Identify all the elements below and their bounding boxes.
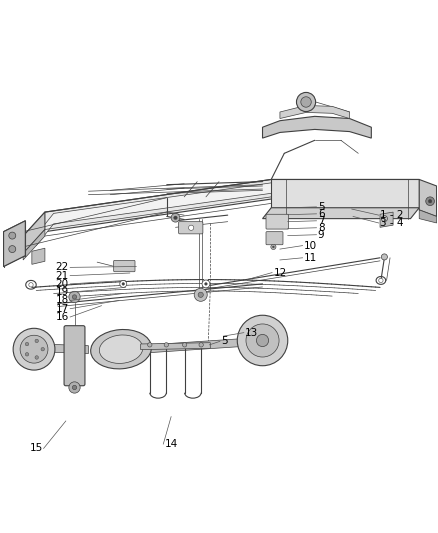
- Circle shape: [297, 92, 316, 111]
- Circle shape: [194, 288, 207, 301]
- Circle shape: [183, 343, 187, 347]
- Circle shape: [72, 385, 77, 390]
- Polygon shape: [23, 212, 45, 254]
- Text: 13: 13: [245, 328, 258, 337]
- Circle shape: [69, 382, 80, 393]
- Polygon shape: [23, 180, 419, 251]
- Text: 20: 20: [56, 279, 69, 289]
- Circle shape: [198, 292, 203, 297]
- Polygon shape: [4, 221, 25, 266]
- Circle shape: [199, 343, 203, 347]
- Circle shape: [72, 295, 77, 299]
- Polygon shape: [419, 210, 437, 223]
- Circle shape: [381, 215, 388, 222]
- Polygon shape: [271, 180, 419, 208]
- Text: 6: 6: [318, 209, 325, 219]
- Ellipse shape: [91, 329, 152, 369]
- Circle shape: [188, 225, 194, 230]
- Text: 7: 7: [318, 216, 325, 226]
- Text: 12: 12: [273, 268, 286, 278]
- Circle shape: [25, 352, 29, 356]
- Circle shape: [428, 199, 432, 203]
- Polygon shape: [380, 212, 393, 228]
- Text: 11: 11: [304, 253, 317, 263]
- Circle shape: [256, 334, 268, 346]
- Text: 14: 14: [165, 439, 178, 449]
- Polygon shape: [36, 182, 406, 246]
- Circle shape: [301, 97, 311, 107]
- Circle shape: [237, 315, 288, 366]
- Circle shape: [381, 254, 388, 260]
- Text: 5: 5: [318, 202, 325, 212]
- Text: 5: 5: [221, 336, 228, 346]
- Text: 15: 15: [29, 443, 43, 454]
- Polygon shape: [23, 230, 45, 260]
- Circle shape: [35, 356, 39, 359]
- Circle shape: [202, 280, 210, 288]
- Ellipse shape: [99, 335, 143, 364]
- Polygon shape: [280, 106, 350, 118]
- Circle shape: [164, 343, 169, 347]
- Circle shape: [272, 246, 274, 248]
- FancyBboxPatch shape: [179, 222, 203, 234]
- Circle shape: [35, 339, 39, 343]
- Circle shape: [148, 343, 152, 347]
- Circle shape: [9, 232, 16, 239]
- Text: 8: 8: [318, 223, 325, 233]
- Polygon shape: [141, 343, 210, 350]
- Circle shape: [25, 342, 29, 346]
- FancyBboxPatch shape: [114, 261, 135, 272]
- Circle shape: [29, 282, 33, 287]
- Text: 19: 19: [56, 287, 69, 297]
- Polygon shape: [41, 344, 88, 353]
- Text: 17: 17: [56, 304, 69, 314]
- Text: 3 - 4: 3 - 4: [380, 218, 403, 228]
- Text: 16: 16: [56, 312, 69, 322]
- Text: 1 - 2: 1 - 2: [380, 210, 403, 220]
- Circle shape: [9, 246, 16, 253]
- Circle shape: [379, 278, 383, 282]
- FancyBboxPatch shape: [266, 232, 283, 245]
- Circle shape: [41, 348, 45, 351]
- Circle shape: [171, 213, 180, 222]
- Circle shape: [246, 324, 279, 357]
- Polygon shape: [419, 180, 437, 216]
- Circle shape: [20, 335, 48, 363]
- Circle shape: [13, 328, 55, 370]
- Text: 9: 9: [318, 230, 325, 240]
- Polygon shape: [262, 208, 419, 219]
- Text: 22: 22: [56, 262, 69, 272]
- Circle shape: [426, 197, 434, 206]
- Polygon shape: [149, 338, 254, 353]
- FancyBboxPatch shape: [266, 214, 289, 229]
- Circle shape: [69, 292, 80, 303]
- Polygon shape: [262, 116, 371, 138]
- Circle shape: [120, 280, 127, 287]
- FancyBboxPatch shape: [64, 326, 85, 386]
- Text: 21: 21: [56, 271, 69, 281]
- Circle shape: [174, 216, 177, 220]
- Circle shape: [271, 244, 276, 249]
- Text: 18: 18: [56, 295, 69, 305]
- Circle shape: [205, 282, 207, 285]
- Text: 10: 10: [304, 240, 317, 251]
- Polygon shape: [32, 248, 45, 264]
- Circle shape: [122, 282, 124, 285]
